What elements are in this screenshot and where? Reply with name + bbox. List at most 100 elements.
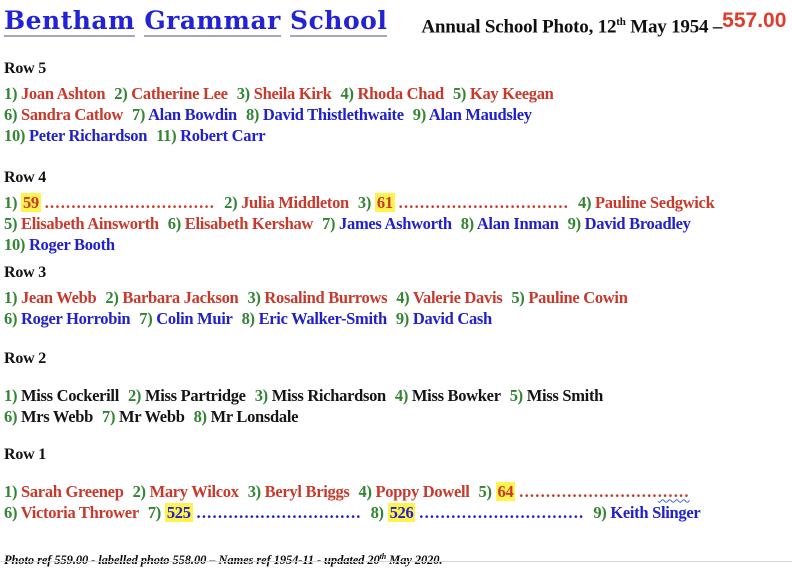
row-lines: 1) Jean Webb 2) Barbara Jackson 3) Rosalin… [4, 287, 788, 329]
school-name-word: School [290, 6, 388, 37]
person-entry: 1) Miss Cockerill [4, 386, 119, 405]
row-lines: 1) Joan Ashton 2) Catherine Lee 3) Sheila … [4, 83, 788, 146]
entry-number: 8) [460, 214, 474, 234]
person-entry: 1) Sarah Greenep [4, 482, 124, 501]
person-entry: 2) Miss Partridge [128, 386, 246, 405]
person-entry: 6) Mrs Webb [4, 407, 93, 426]
person-name: Sandra Catlow [20, 105, 123, 125]
page-bottom-rule [0, 561, 792, 562]
photo-title-text: Annual School Photo, 12 [421, 16, 617, 38]
person-entry: 5) Kay Keegan [453, 84, 554, 103]
dotted-leader: ............................... [419, 503, 585, 523]
rows: Row 5 1) Joan Ashton 2) Catherine Lee 3) Sh… [4, 59, 788, 523]
entry-number: 1) [4, 482, 18, 502]
photo-ref-number: 557.00 [722, 9, 787, 32]
person-name: Roger Booth [28, 235, 115, 255]
person-name: Miss Richardson [271, 386, 387, 406]
person-name: Elisabeth Ainsworth [20, 214, 159, 234]
person-entry: 2) Julia Middleton [224, 193, 349, 212]
entry-number: 3) [247, 482, 261, 502]
person-name: Eric Walker-Smith [258, 309, 388, 329]
school-name-word: Bentham [4, 6, 136, 37]
entry-number: 4) [394, 386, 409, 406]
person-entry: 5) 64 ................................ [479, 482, 690, 502]
entry-number: 1) [4, 386, 18, 406]
person-entry: 8) Alan Inman [461, 214, 559, 233]
entry-number: 6) [4, 407, 18, 427]
entry-number: 4) [340, 84, 354, 104]
entry-number: 7) [139, 309, 153, 329]
person-name: Elisabeth Kershaw [184, 214, 314, 234]
person-name: Alan Bowdin [148, 105, 237, 125]
person-name: Sheila Kirk [253, 84, 332, 104]
school-name-word: Grammar [144, 6, 281, 37]
name-line: 1) Jean Webb 2) Barbara Jackson 3) Rosalin… [4, 287, 788, 308]
person-name: David Thistlethwaite [262, 105, 404, 125]
person-name: Pauline Sedgwick [595, 193, 715, 213]
entry-number: 9) [395, 309, 409, 329]
entry-number: 5) [4, 214, 18, 234]
person-name: Miss Cockerill [20, 386, 119, 406]
entry-number: 5) [509, 386, 523, 406]
person-name: Rhoda Chad [357, 84, 445, 104]
person-name: Beryl Briggs [264, 482, 350, 502]
person-name: Kay Keegan [469, 84, 554, 104]
entry-number: 7) [147, 503, 162, 523]
person-name: Barbara Jackson [122, 288, 239, 308]
unidentified-number: 61 [374, 193, 395, 213]
person-entry: 6) Victoria Thrower [4, 503, 139, 522]
person-name: Victoria Thrower [20, 503, 139, 523]
entry-number: 4) [396, 288, 410, 308]
unidentified-number: 64 [495, 482, 516, 502]
row-label-row-4: Row 4 [4, 169, 47, 187]
person-name: Joan Ashton [20, 84, 106, 104]
person-name: Roger Horrobin [20, 309, 131, 329]
dotted-leader: ................................ [398, 193, 570, 213]
entry-number: 7) [322, 214, 336, 234]
person-name: Mr Webb [118, 407, 185, 427]
entry-number: 6) [4, 503, 18, 523]
person-entry: 6) Roger Horrobin [4, 309, 131, 329]
row-lines: 1) 59 ................................ 2)… [4, 192, 788, 255]
row-label-row-5: Row 5 [4, 60, 47, 78]
section-row-4: Row 4 1) 59 .............................… [4, 168, 788, 255]
name-line: 10) Peter Richardson 11) Robert Carr [4, 125, 788, 146]
person-entry: 7) Mr Webb [102, 407, 185, 426]
entry-number: 8) [370, 503, 384, 523]
entry-number: 2) [105, 288, 119, 308]
person-name: Keith Slinger [610, 503, 701, 523]
entry-number: 5) [452, 84, 467, 104]
entry-number: 1) [4, 84, 18, 104]
unidentified-number: 526 [387, 503, 416, 523]
unidentified-number: 59 [20, 193, 41, 213]
person-entry: 5) Miss Smith [509, 386, 604, 406]
name-line: 1) Joan Ashton 2) Catherine Lee 3) Sheila … [4, 83, 788, 104]
person-entry: 2) Barbara Jackson [105, 288, 238, 307]
person-entry: 1) Joan Ashton [4, 84, 106, 104]
entry-number: 6) [167, 214, 181, 234]
entry-number: 2) [224, 193, 238, 213]
person-entry: 9) Alan Maudsley [413, 105, 532, 124]
person-name: Valerie Davis [412, 288, 503, 308]
person-name: Poppy Dowell [375, 482, 470, 502]
dotted-leader: .......................... [519, 482, 658, 502]
entry-number: 2) [132, 482, 146, 502]
person-entry: 3) Beryl Briggs [248, 482, 350, 501]
person-entry: 9) David Broadley [568, 214, 691, 233]
person-name: David Broadley [584, 214, 691, 234]
entry-number: 1) [4, 288, 18, 308]
entry-number: 4) [358, 482, 372, 502]
row-lines: 1) Miss Cockerill 2) Miss Partridge 3) Mis… [4, 385, 788, 427]
entry-number: 2) [114, 84, 128, 104]
person-entry: 4) Rhoda Chad [340, 84, 445, 104]
page-footer: Photo ref 559.00 - labelled photo 558.00… [4, 549, 788, 568]
school-name: Bentham Grammar School [4, 6, 388, 37]
entry-number: 4) [578, 193, 592, 213]
name-line: 6) Sandra Catlow 7) Alan Bowdin 8) David T… [4, 104, 788, 125]
person-entry: 4) Valerie Davis [396, 288, 502, 307]
name-line: 6) Roger Horrobin 7) Colin Muir 8) Eric Wa… [4, 308, 788, 329]
name-line: 6) Victoria Thrower 7) 525 ..............… [4, 502, 788, 523]
person-entry: 9) David Cash [396, 309, 492, 328]
name-line: 1) Miss Cockerill 2) Miss Partridge 3) Mis… [4, 385, 788, 406]
row-label-row-1: Row 1 [4, 446, 47, 464]
